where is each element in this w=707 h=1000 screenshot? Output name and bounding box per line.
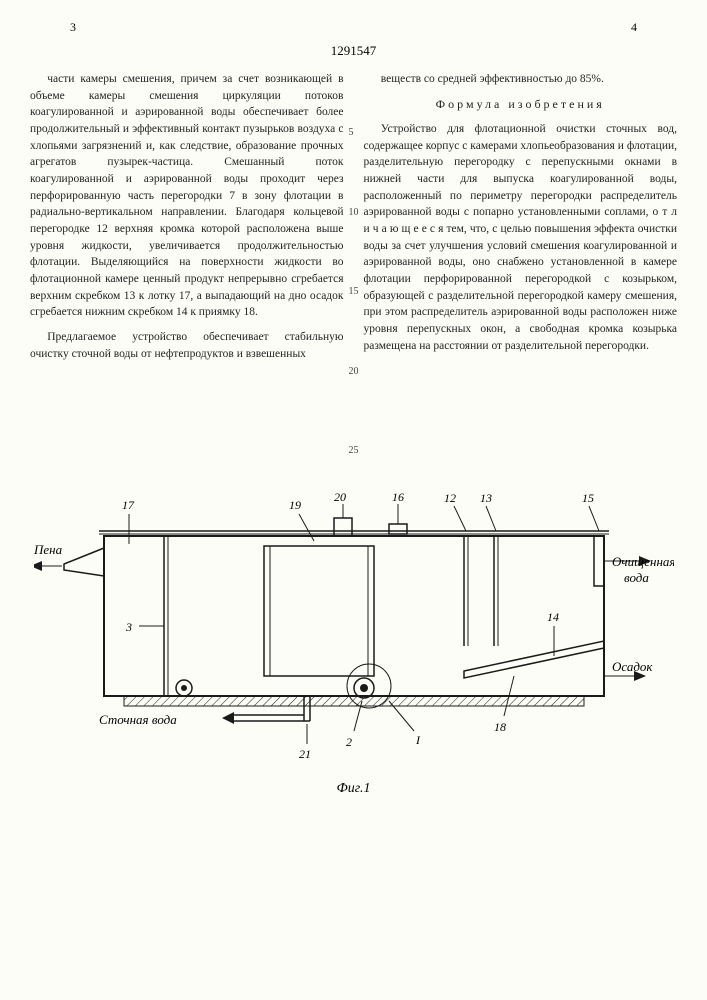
left-para-2: Предлагаемое устройство обеспечивает ста… <box>30 329 344 362</box>
label-cleanwater-2: вода <box>624 570 649 585</box>
callout-I: I <box>415 733 421 747</box>
label-sediment: Осадок <box>612 659 653 674</box>
line-marker: 10 <box>349 206 359 221</box>
callout-3: 3 <box>125 620 132 634</box>
left-column: части камеры смешения, причем за счет во… <box>30 71 344 451</box>
callout-17: 17 <box>122 498 135 512</box>
line-number-gutter: 5 10 15 20 25 <box>349 71 359 459</box>
callout-18: 18 <box>494 720 506 734</box>
figure-caption: Фиг.1 <box>30 781 677 797</box>
text-columns: части камеры смешения, причем за счет во… <box>30 71 677 451</box>
line-marker: 25 <box>349 444 359 459</box>
right-para-2: Устройство для флотационной очистки сточ… <box>364 121 678 354</box>
callout-14: 14 <box>547 610 559 624</box>
callout-21: 21 <box>299 747 311 761</box>
callout-12: 12 <box>444 491 456 505</box>
callout-2: 2 <box>346 735 352 749</box>
page: 3 4 1291547 части камеры смешения, приче… <box>0 0 707 1000</box>
right-para-1: веществ со средней эффективностью до 85%… <box>364 71 678 88</box>
label-foam: Пена <box>34 542 63 557</box>
callout-19: 19 <box>289 498 301 512</box>
line-marker: 15 <box>349 285 359 300</box>
callout-15: 15 <box>582 491 594 505</box>
line-marker: 5 <box>349 126 359 141</box>
page-num-right: 4 <box>631 20 637 35</box>
figure-svg: 17 19 20 16 12 13 15 3 14 18 2 21 I Пена… <box>34 476 674 776</box>
page-num-left: 3 <box>70 20 76 35</box>
label-cleanwater-1: Очищенная <box>612 554 674 569</box>
line-marker: 20 <box>349 365 359 380</box>
formula-title: Формула изобретения <box>364 96 678 113</box>
patent-number: 1291547 <box>30 43 677 59</box>
callout-13: 13 <box>480 491 492 505</box>
label-wastewater: Сточная вода <box>99 712 177 727</box>
callout-16: 16 <box>392 490 404 504</box>
right-column: веществ со средней эффективностью до 85%… <box>364 71 678 451</box>
left-para-1: части камеры смешения, причем за счет во… <box>30 71 344 321</box>
figure-1: 17 19 20 16 12 13 15 3 14 18 2 21 I Пена… <box>30 476 677 826</box>
page-header: 3 4 <box>30 20 677 35</box>
callout-20: 20 <box>334 490 346 504</box>
